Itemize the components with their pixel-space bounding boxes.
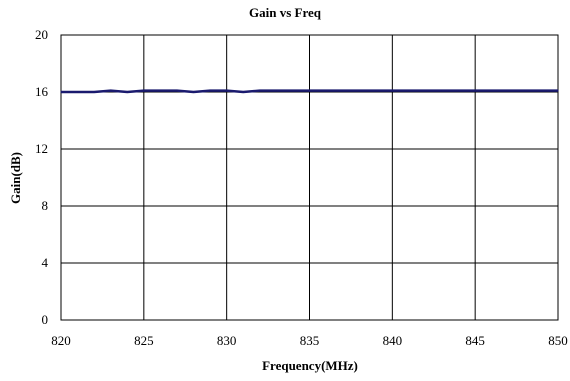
data-point [126,91,128,93]
data-point [491,89,493,92]
x-axis-ticks: 820 825 830 835 840 845 850 [51,333,568,348]
y-tick-label: 0 [42,312,49,327]
x-tick-label: 825 [134,333,154,348]
x-tick-label: 835 [300,333,320,348]
data-point [358,89,360,92]
y-tick-label: 16 [35,84,49,99]
series-layer [60,89,559,94]
data-point [259,89,261,92]
data-point [192,91,195,93]
data-point [441,89,443,92]
x-tick-label: 850 [548,333,568,348]
x-tick-label: 830 [217,333,237,348]
data-point [176,89,178,92]
grid-lines [60,34,559,321]
y-tick-label: 20 [35,27,48,42]
data-point [391,89,393,92]
data-point [242,91,244,93]
data-point [507,89,509,92]
data-point [524,89,526,92]
data-point [143,89,145,92]
data-point [275,89,277,92]
data-point [110,89,112,92]
data-point [308,89,311,92]
data-point [458,89,460,92]
data-point [325,89,327,92]
data-point [60,91,62,93]
data-point [342,89,344,92]
x-tick-label: 845 [465,333,485,348]
x-tick-label: 840 [383,333,403,348]
data-point [424,89,427,92]
data-point [76,91,79,93]
x-axis-label: Frequency(MHz) [262,358,358,373]
y-tick-label: 8 [42,198,49,213]
data-point [557,89,559,92]
data-point [292,89,294,92]
y-axis-ticks: 0 4 8 12 16 20 [35,27,49,327]
y-tick-label: 4 [42,255,49,270]
data-point [540,89,543,92]
data-point [408,89,410,92]
plot-area [60,34,559,321]
data-point [159,89,161,92]
chart-title: Gain vs Freq [249,5,322,20]
x-tick-label: 820 [51,333,71,348]
y-axis-label: Gain(dB) [8,152,23,204]
data-point [93,91,95,93]
data-point [209,89,211,92]
data-point [226,89,228,92]
data-point [474,89,476,92]
data-point [375,89,377,92]
y-tick-label: 12 [35,141,48,156]
